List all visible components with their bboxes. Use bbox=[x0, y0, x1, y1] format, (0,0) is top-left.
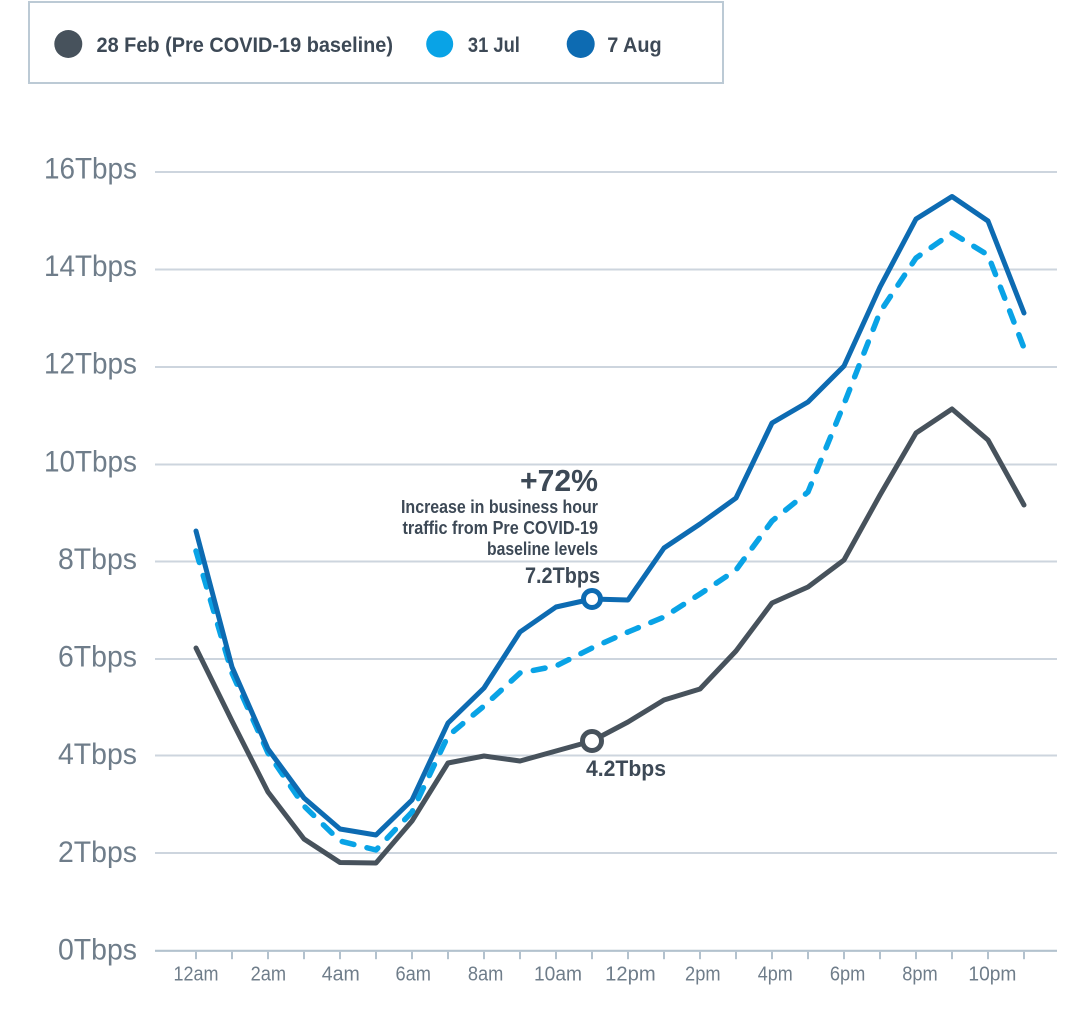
svg-text:Increase in business hour: Increase in business hour bbox=[401, 496, 598, 517]
svg-text:2am: 2am bbox=[251, 963, 287, 986]
svg-text:7 Aug: 7 Aug bbox=[607, 33, 662, 57]
svg-text:16Tbps: 16Tbps bbox=[44, 152, 137, 185]
svg-text:8am: 8am bbox=[468, 963, 504, 986]
svg-text:4pm: 4pm bbox=[758, 963, 793, 986]
svg-text:12pm: 12pm bbox=[605, 963, 656, 986]
svg-text:0Tbps: 0Tbps bbox=[58, 934, 137, 967]
svg-text:4Tbps: 4Tbps bbox=[58, 738, 137, 771]
svg-text:6Tbps: 6Tbps bbox=[58, 641, 137, 674]
svg-text:31 Jul: 31 Jul bbox=[468, 33, 520, 57]
svg-text:6am: 6am bbox=[395, 963, 431, 986]
svg-text:28 Feb (Pre COVID-19 baseline): 28 Feb (Pre COVID-19 baseline) bbox=[97, 33, 394, 57]
svg-text:+72%: +72% bbox=[520, 463, 598, 498]
svg-text:7.2Tbps: 7.2Tbps bbox=[525, 563, 600, 588]
svg-text:4am: 4am bbox=[322, 963, 360, 986]
svg-text:8pm: 8pm bbox=[902, 963, 938, 986]
svg-text:2Tbps: 2Tbps bbox=[58, 836, 137, 869]
svg-text:baseline levels: baseline levels bbox=[487, 538, 598, 559]
svg-text:6pm: 6pm bbox=[830, 963, 866, 986]
svg-text:10am: 10am bbox=[534, 963, 582, 986]
svg-text:10Tbps: 10Tbps bbox=[44, 445, 137, 478]
svg-text:10pm: 10pm bbox=[968, 963, 1016, 986]
svg-text:4.2Tbps: 4.2Tbps bbox=[586, 756, 666, 781]
svg-text:2pm: 2pm bbox=[685, 963, 721, 986]
svg-text:traffic from Pre COVID-19: traffic from Pre COVID-19 bbox=[403, 517, 599, 538]
svg-text:8Tbps: 8Tbps bbox=[58, 543, 137, 576]
svg-text:14Tbps: 14Tbps bbox=[44, 250, 137, 283]
svg-text:12am: 12am bbox=[174, 963, 219, 986]
svg-text:12Tbps: 12Tbps bbox=[44, 348, 137, 381]
